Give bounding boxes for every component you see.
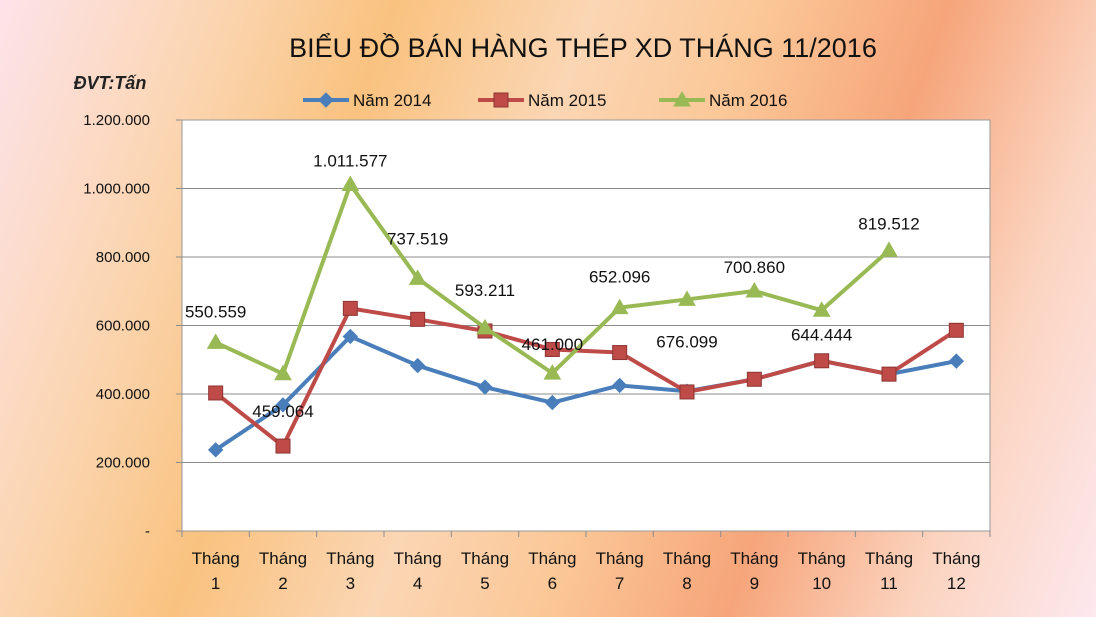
x-tick-label: 9 (750, 574, 759, 593)
data-point-marker (544, 394, 561, 411)
x-tick-label: 11 (880, 574, 898, 593)
series-3 (206, 175, 898, 381)
legend-label: Năm 2015 (528, 91, 606, 110)
y-tick-label: 1.200.000 (83, 112, 150, 129)
x-axis: Tháng 1 Tháng 2 Tháng 3 Tháng 4 Tháng 5 Tháng 6 Thán… (181, 531, 991, 593)
data-point-marker (610, 298, 629, 315)
data-label: 652.096 (589, 268, 650, 287)
data-point-marker (206, 333, 225, 349)
legend-label: Năm 2016 (709, 91, 787, 110)
x-tick-label: Tháng (461, 549, 509, 568)
y-tick-label: 400.000 (96, 386, 150, 403)
data-point-marker (207, 442, 224, 458)
series-line (214, 306, 958, 449)
x-tick-label: 5 (480, 574, 489, 593)
data-point-marker (208, 385, 224, 401)
data-point-marker (612, 345, 628, 361)
data-point-marker (318, 92, 334, 108)
data-point-marker (814, 353, 830, 369)
data-label: 459.064 (252, 402, 313, 421)
x-tick-label: 10 (812, 574, 831, 593)
data-point-marker (493, 92, 509, 108)
data-point-marker (341, 175, 360, 192)
y-tick-label: 200.000 (96, 455, 150, 472)
data-point-marker (477, 379, 493, 395)
data-point-marker (678, 290, 696, 306)
data-point-marker (342, 328, 359, 345)
legend-item-3: Năm 2016 (659, 90, 787, 110)
data-point-marker (275, 397, 291, 413)
data-label: 461.000 (522, 335, 583, 354)
x-tick-label: 1 (211, 574, 220, 593)
x-tick-label: Tháng (192, 549, 240, 568)
y-tick-label: 800.000 (96, 249, 150, 266)
data-point-marker (543, 364, 562, 380)
data-point-marker (673, 90, 691, 107)
x-tick-label: 4 (413, 574, 422, 593)
x-tick-label: Tháng (730, 549, 778, 568)
x-tick-label: Tháng (663, 549, 711, 568)
data-label: 593.211 (455, 281, 515, 300)
data-label: 644.444 (791, 325, 852, 344)
data-point-marker (408, 269, 427, 285)
data-point-marker (544, 341, 560, 357)
x-tick-label: Tháng (865, 549, 913, 568)
x-tick-label: Tháng (932, 549, 980, 568)
data-point-marker (881, 366, 897, 382)
unit-label: ĐVT:Tấn (74, 73, 147, 93)
data-point-marker (476, 318, 494, 335)
x-tick-label: 7 (615, 574, 624, 593)
y-tick-label: 1.000.000 (83, 181, 150, 198)
data-label: 737.519 (387, 229, 448, 248)
data-label: 676.099 (656, 332, 717, 351)
legend: Năm 2014 Năm 2015 Năm 2016 (303, 90, 787, 110)
data-point-marker (746, 371, 762, 387)
data-point-marker (880, 241, 898, 257)
legend-item-2: Năm 2015 (478, 91, 606, 110)
x-tick-label: Tháng (596, 549, 644, 568)
x-tick-label: 6 (548, 574, 557, 593)
x-tick-label: 8 (682, 574, 691, 593)
data-label: 819.512 (858, 214, 919, 233)
y-tick-label: - (145, 523, 150, 540)
x-tick-label: Tháng (528, 549, 576, 568)
series-layer (206, 175, 965, 458)
y-axis: - 200.000 400.000 600.000 800.000 1.000.000 1.… (83, 112, 182, 540)
data-point-marker (274, 364, 292, 381)
data-point-marker (410, 311, 426, 327)
data-point-marker (948, 353, 965, 369)
x-tick-label: 3 (346, 574, 355, 593)
x-tick-label: Tháng (394, 549, 442, 568)
x-tick-label: Tháng (798, 549, 846, 568)
data-label: 550.559 (185, 302, 246, 321)
gridlines (182, 188, 990, 463)
x-tick-label: Tháng (259, 549, 307, 568)
legend-item-1: Năm 2014 (303, 91, 431, 110)
legend-label: Năm 2014 (353, 91, 431, 110)
x-tick-label: Tháng (326, 549, 374, 568)
data-point-marker (611, 377, 628, 394)
data-point-marker (275, 438, 291, 454)
data-point-marker (342, 300, 358, 316)
data-label: 1.011.577 (313, 152, 387, 171)
data-point-marker (679, 384, 695, 400)
data-point-marker (745, 281, 764, 298)
data-labels: 550.559 459.064 1.011.577 737.519 593.211 461… (185, 152, 920, 421)
data-point-marker (812, 301, 831, 317)
x-tick-label: 2 (278, 574, 287, 593)
x-tick-label: 12 (947, 574, 966, 593)
y-tick-label: 600.000 (96, 318, 150, 335)
series-2 (208, 300, 964, 454)
data-label: 700.860 (724, 258, 785, 277)
data-point-marker (948, 322, 964, 338)
chart-title: BIỂU ĐỒ BÁN HÀNG THÉP XD THÁNG 11/2016 (289, 32, 877, 63)
data-point-marker (409, 357, 426, 374)
